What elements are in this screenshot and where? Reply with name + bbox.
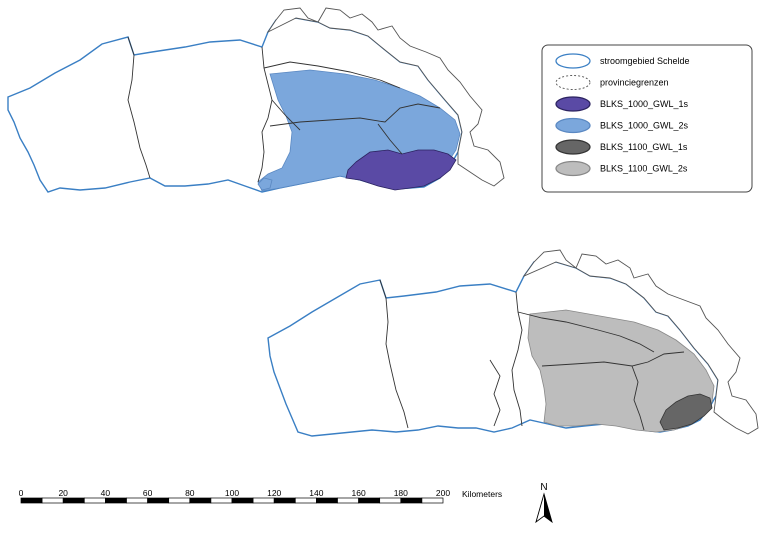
zone-1100-1s-bottom: [659, 393, 713, 431]
scale-segment: [105, 497, 127, 504]
legend: stroomgebied Schelde provinciegrenzen BLKS…: [541, 44, 753, 193]
legend-swatch: [555, 160, 591, 177]
scale-tick-label: 60: [143, 488, 153, 498]
scale-segment: [231, 497, 254, 504]
scale-segment: [41, 497, 64, 504]
scale-segment: [20, 497, 43, 504]
legend-frame: [541, 44, 753, 193]
top-map: [7, 7, 505, 193]
legend-label: stroomgebied Schelde: [600, 56, 690, 66]
scale-segment: [83, 497, 106, 504]
province-lines-bottom: [379, 279, 685, 431]
legend-swatch: [555, 53, 591, 69]
legend-label: BLKS_1100_GWL_2s: [600, 164, 688, 174]
legend-label: BLKS_1000_GWL_2s: [600, 121, 689, 131]
legend-label: BLKS_1100_GWL_1s: [600, 142, 688, 152]
scale-segment: [400, 497, 423, 504]
scale-segment: [126, 497, 148, 504]
scale-tick-label: 160: [352, 488, 366, 498]
scale-tick-label: 140: [309, 488, 323, 498]
scale-unit-label: Kilometers: [462, 489, 502, 499]
scale-segment: [147, 497, 170, 504]
scale-tick-label: 200: [436, 488, 450, 498]
scale-tick-label: 100: [225, 488, 239, 498]
province-north-bottom: [522, 249, 759, 435]
legend-swatch: [555, 75, 591, 90]
scale-tick-label: 80: [185, 488, 195, 498]
scale-segment: [379, 497, 402, 504]
province-lines-top: [127, 36, 441, 183]
north-label: N: [540, 482, 547, 493]
scale-segment: [316, 497, 338, 504]
scale-segment: [210, 497, 233, 504]
scale-bar: 0 20 40 60 80 100 120 140 160 180 200 Kilometers: [19, 488, 502, 504]
legend-label: BLKS_1000_GWL_1s: [600, 99, 689, 109]
legend-label: provinciegrenzen: [600, 78, 669, 88]
scale-tick-label: 180: [394, 488, 408, 498]
scale-segment: [358, 497, 381, 504]
bottom-map: [267, 249, 759, 437]
scale-segment: [168, 497, 191, 504]
zone-1000-1s-top: [345, 149, 457, 191]
scale-segment: [273, 497, 296, 504]
scale-segment: [337, 497, 359, 504]
scale-segment: [252, 497, 275, 504]
legend-swatch: [555, 96, 591, 112]
scale-tick-label: 120: [267, 488, 281, 498]
north-arrow: N: [535, 482, 553, 524]
scale-segment: [421, 497, 444, 504]
scale-tick-label: 0: [19, 488, 24, 498]
scale-tick-label: 40: [101, 488, 111, 498]
zone-1100-2s-bottom: [527, 309, 715, 433]
scale-segment: [294, 497, 317, 504]
scale-tick-label: 20: [58, 488, 68, 498]
legend-swatch: [555, 139, 591, 155]
legend-swatch: [555, 117, 591, 134]
province-north-top: [266, 7, 505, 187]
north-arrow-shade: [544, 494, 552, 522]
scale-segment: [189, 497, 212, 504]
scale-segment: [62, 497, 85, 504]
zone-1000-2s-islet: [257, 177, 273, 191]
